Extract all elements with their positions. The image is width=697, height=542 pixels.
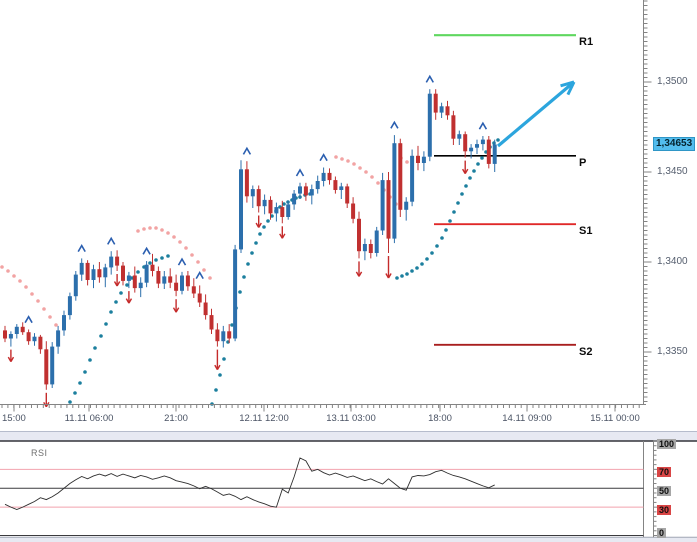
pivot-label-p: P xyxy=(579,156,587,169)
time-axis-label: 15.11 00:00 xyxy=(590,413,640,424)
time-axis-label: 13.11 03:00 xyxy=(326,413,376,424)
time-axis-label: 21:00 xyxy=(164,413,188,424)
rsi-level-badge: 30 xyxy=(657,505,672,516)
current-price-badge: 1,34653 xyxy=(653,137,696,152)
rsi-level-badge: 0 xyxy=(657,528,667,538)
time-axis-label: 15:00 xyxy=(2,413,26,424)
rsi-level-badge: 70 xyxy=(657,467,672,478)
rsi-level-badge: 100 xyxy=(657,439,677,449)
price-axis-label: 1,3400 xyxy=(657,256,688,267)
price-axis-label: 1,3350 xyxy=(657,346,688,357)
time-axis-label: 12.11 12:00 xyxy=(239,413,289,424)
rsi-level-badge: 50 xyxy=(657,486,672,497)
time-axis-label: 11.11 06:00 xyxy=(64,413,114,424)
time-axis-label: 14.11 09:00 xyxy=(502,413,552,424)
pivot-label-s1: S1 xyxy=(579,225,593,238)
time-axis-label: 18:00 xyxy=(428,413,452,424)
price-axis-label: 1,3450 xyxy=(657,166,688,177)
pivot-label-r1: R1 xyxy=(579,36,594,49)
pivot-label-s2: S2 xyxy=(579,345,593,358)
rsi-indicator-title: RSI xyxy=(31,448,48,458)
price-axis-label: 1,3500 xyxy=(657,76,688,87)
